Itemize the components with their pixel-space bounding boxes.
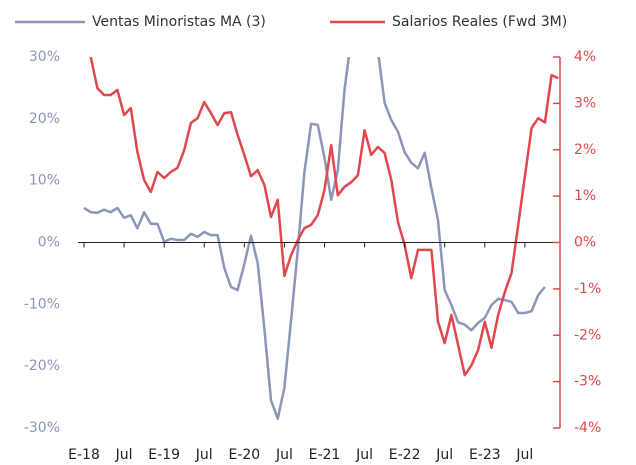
y-tick-label: -10% [24,296,60,312]
x-tick-label: E-22 [389,447,421,463]
y2-tick-label: -2% [574,327,601,343]
y-tick-label: 0% [38,235,60,251]
y2-tick-label: 2% [574,142,596,158]
series-line [89,57,559,377]
x-tick-label: E-23 [469,447,501,463]
y2-tick-label: 3% [574,95,596,111]
x-tick-label: Jul [515,447,533,463]
y2-tick-label: -1% [574,281,601,297]
y2-tick-label: -3% [574,374,601,390]
y-tick-label: 10% [29,173,60,189]
x-tick-label: Jul [355,447,373,463]
x-tick-label: Jul [275,447,293,463]
y-tick-label: 20% [29,111,60,127]
legend-label: Salarios Reales (Fwd 3M) [392,14,567,30]
plot-area [83,57,559,420]
x-tick-label: E-18 [68,447,100,463]
series-line [83,57,546,420]
y2-tick-label: 4% [574,49,596,65]
y2-tick-label: 1% [574,188,596,204]
x-tick-label: Jul [435,447,453,463]
y-tick-label: 30% [29,49,60,65]
y2-tick-label: -4% [574,420,601,436]
x-tick-label: Jul [195,447,213,463]
y2-tick-label: 0% [574,235,596,251]
x-tick-label: E-21 [309,447,341,463]
x-tick-label: E-20 [228,447,260,463]
y-tick-label: -30% [24,420,60,436]
x-tick-label: Jul [115,447,133,463]
x-tick-label: E-19 [148,447,180,463]
legend-label: Ventas Minoristas MA (3) [92,14,266,30]
y-tick-label: -20% [24,358,60,374]
